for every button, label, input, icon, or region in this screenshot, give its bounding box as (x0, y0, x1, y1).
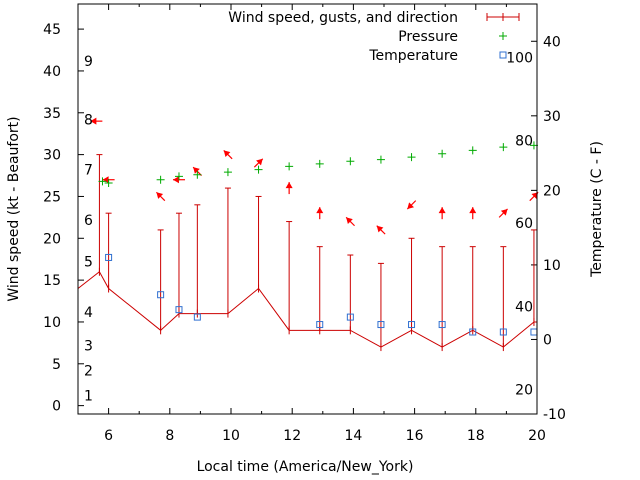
legend-label-temperature: Temperature (368, 48, 458, 64)
axis-labels: 6 8 10 12 14 16 18 20051015202530354045-1001020… (43, 22, 566, 444)
wind-direction-arrowhead (469, 207, 477, 214)
beaufort-label: 7 (84, 163, 93, 179)
wind-direction-arrowhead (346, 217, 353, 225)
pressure-point (376, 155, 385, 164)
temperature-point (175, 306, 183, 314)
y2-tick-label: 0 (543, 332, 552, 348)
beaufort-label: 4 (84, 305, 93, 321)
x-axis-label: Local time (America/New_York) (197, 459, 414, 475)
wind-direction-arrowhead (316, 207, 324, 214)
temperature-point (316, 321, 324, 329)
plot-series (77, 117, 539, 352)
pressure-point (438, 149, 447, 158)
legend-swatch-temperature (499, 51, 507, 59)
pressure-point (98, 177, 107, 186)
legend-label-pressure: Pressure (398, 29, 458, 45)
wind-direction-arrowhead (376, 225, 384, 233)
y-tick-label: 30 (43, 148, 61, 164)
temperature-point (469, 328, 477, 336)
wind-direction-arrowhead (285, 182, 293, 189)
temperature-point (346, 313, 354, 321)
fahrenheit-label: 20 (515, 382, 533, 398)
temperature-point (530, 328, 538, 336)
x-tick-label: 14 (344, 428, 362, 444)
y2-tick-label: 10 (543, 258, 561, 274)
fahrenheit-label: 80 (515, 133, 533, 149)
wind-direction-arrowhead (407, 202, 414, 210)
y-axis-label: Wind speed (kt - Beaufort) (6, 116, 22, 301)
beaufort-label: 3 (84, 338, 93, 354)
temperature-point (105, 253, 113, 261)
wind-direction-arrowhead (531, 192, 539, 199)
temperature-point (499, 328, 507, 336)
pressure-point (193, 170, 202, 179)
x-tick-label: 16 (406, 428, 424, 444)
pressure-point (499, 143, 508, 152)
y-tick-label: 20 (43, 231, 61, 247)
legend-swatch-pressure (499, 32, 507, 40)
y2-tick-label: 30 (543, 109, 561, 125)
wind-direction-arrowhead (438, 207, 446, 214)
x-tick-label: 8 (165, 428, 174, 444)
wind-direction-arrowhead (172, 176, 179, 184)
y-tick-label: 25 (43, 189, 61, 205)
temperature-point (377, 321, 385, 329)
beaufort-label: 2 (84, 363, 93, 379)
wind-direction-arrowhead (223, 150, 231, 158)
temperature-point (193, 313, 201, 321)
y-tick-label: 40 (43, 64, 61, 80)
pressure-point (285, 162, 294, 171)
pressure-point (156, 175, 165, 184)
pressure-point (223, 168, 232, 177)
beaufort-label: 6 (84, 213, 93, 229)
wind-direction-arrowhead (500, 208, 508, 216)
beaufort-label: 8 (84, 112, 93, 128)
plot-frame (77, 3, 538, 415)
beaufort-label: 5 (84, 255, 93, 271)
wind-direction-arrowhead (156, 192, 164, 199)
y2-tick-label: 40 (543, 34, 561, 50)
fahrenheit-label: 60 (515, 216, 533, 232)
x-tick-label: 10 (222, 428, 240, 444)
y-tick-label: 15 (43, 273, 61, 289)
temperature-point (157, 291, 165, 299)
y-tick-label: 10 (43, 315, 61, 331)
pressure-point (254, 165, 263, 174)
pressure-point (104, 179, 113, 188)
legend-label-wind: Wind speed, gusts, and direction (228, 10, 458, 26)
tick-marks (77, 4, 538, 415)
fahrenheit-label: 40 (515, 300, 533, 316)
wind-speed-line (77, 270, 537, 348)
temperature-point (438, 321, 446, 329)
wind-direction-arrowhead (102, 176, 109, 184)
legend: Wind speed, gusts, and direction Pressure… (228, 10, 520, 64)
y2-axis-label: Temperature (C - F) (589, 141, 605, 278)
wind-direction-arrowhead (256, 158, 263, 166)
pressure-point (346, 157, 355, 166)
pressure-point (315, 159, 324, 168)
beaufort-label: 9 (84, 54, 93, 70)
fahrenheit-label: 100 (506, 51, 533, 67)
x-tick-label: 18 (467, 428, 485, 444)
pressure-point (468, 146, 477, 155)
temperature-point (408, 321, 416, 329)
wind-direction-arrowhead (193, 167, 200, 174)
y-tick-label: 45 (43, 22, 61, 38)
y2-tick-label: -10 (543, 407, 566, 423)
beaufort-label: 1 (84, 389, 93, 405)
y-tick-label: 0 (52, 399, 61, 415)
x-tick-label: 6 (104, 428, 113, 444)
y-tick-label: 35 (43, 106, 61, 122)
x-tick-label: 12 (283, 428, 301, 444)
x-tick-label: 20 (528, 428, 546, 444)
y2-tick-label: 20 (543, 183, 561, 199)
pressure-point (174, 172, 183, 181)
wind-direction-arrowhead (90, 117, 97, 125)
pressure-point (407, 153, 416, 162)
y-tick-label: 5 (52, 357, 61, 373)
